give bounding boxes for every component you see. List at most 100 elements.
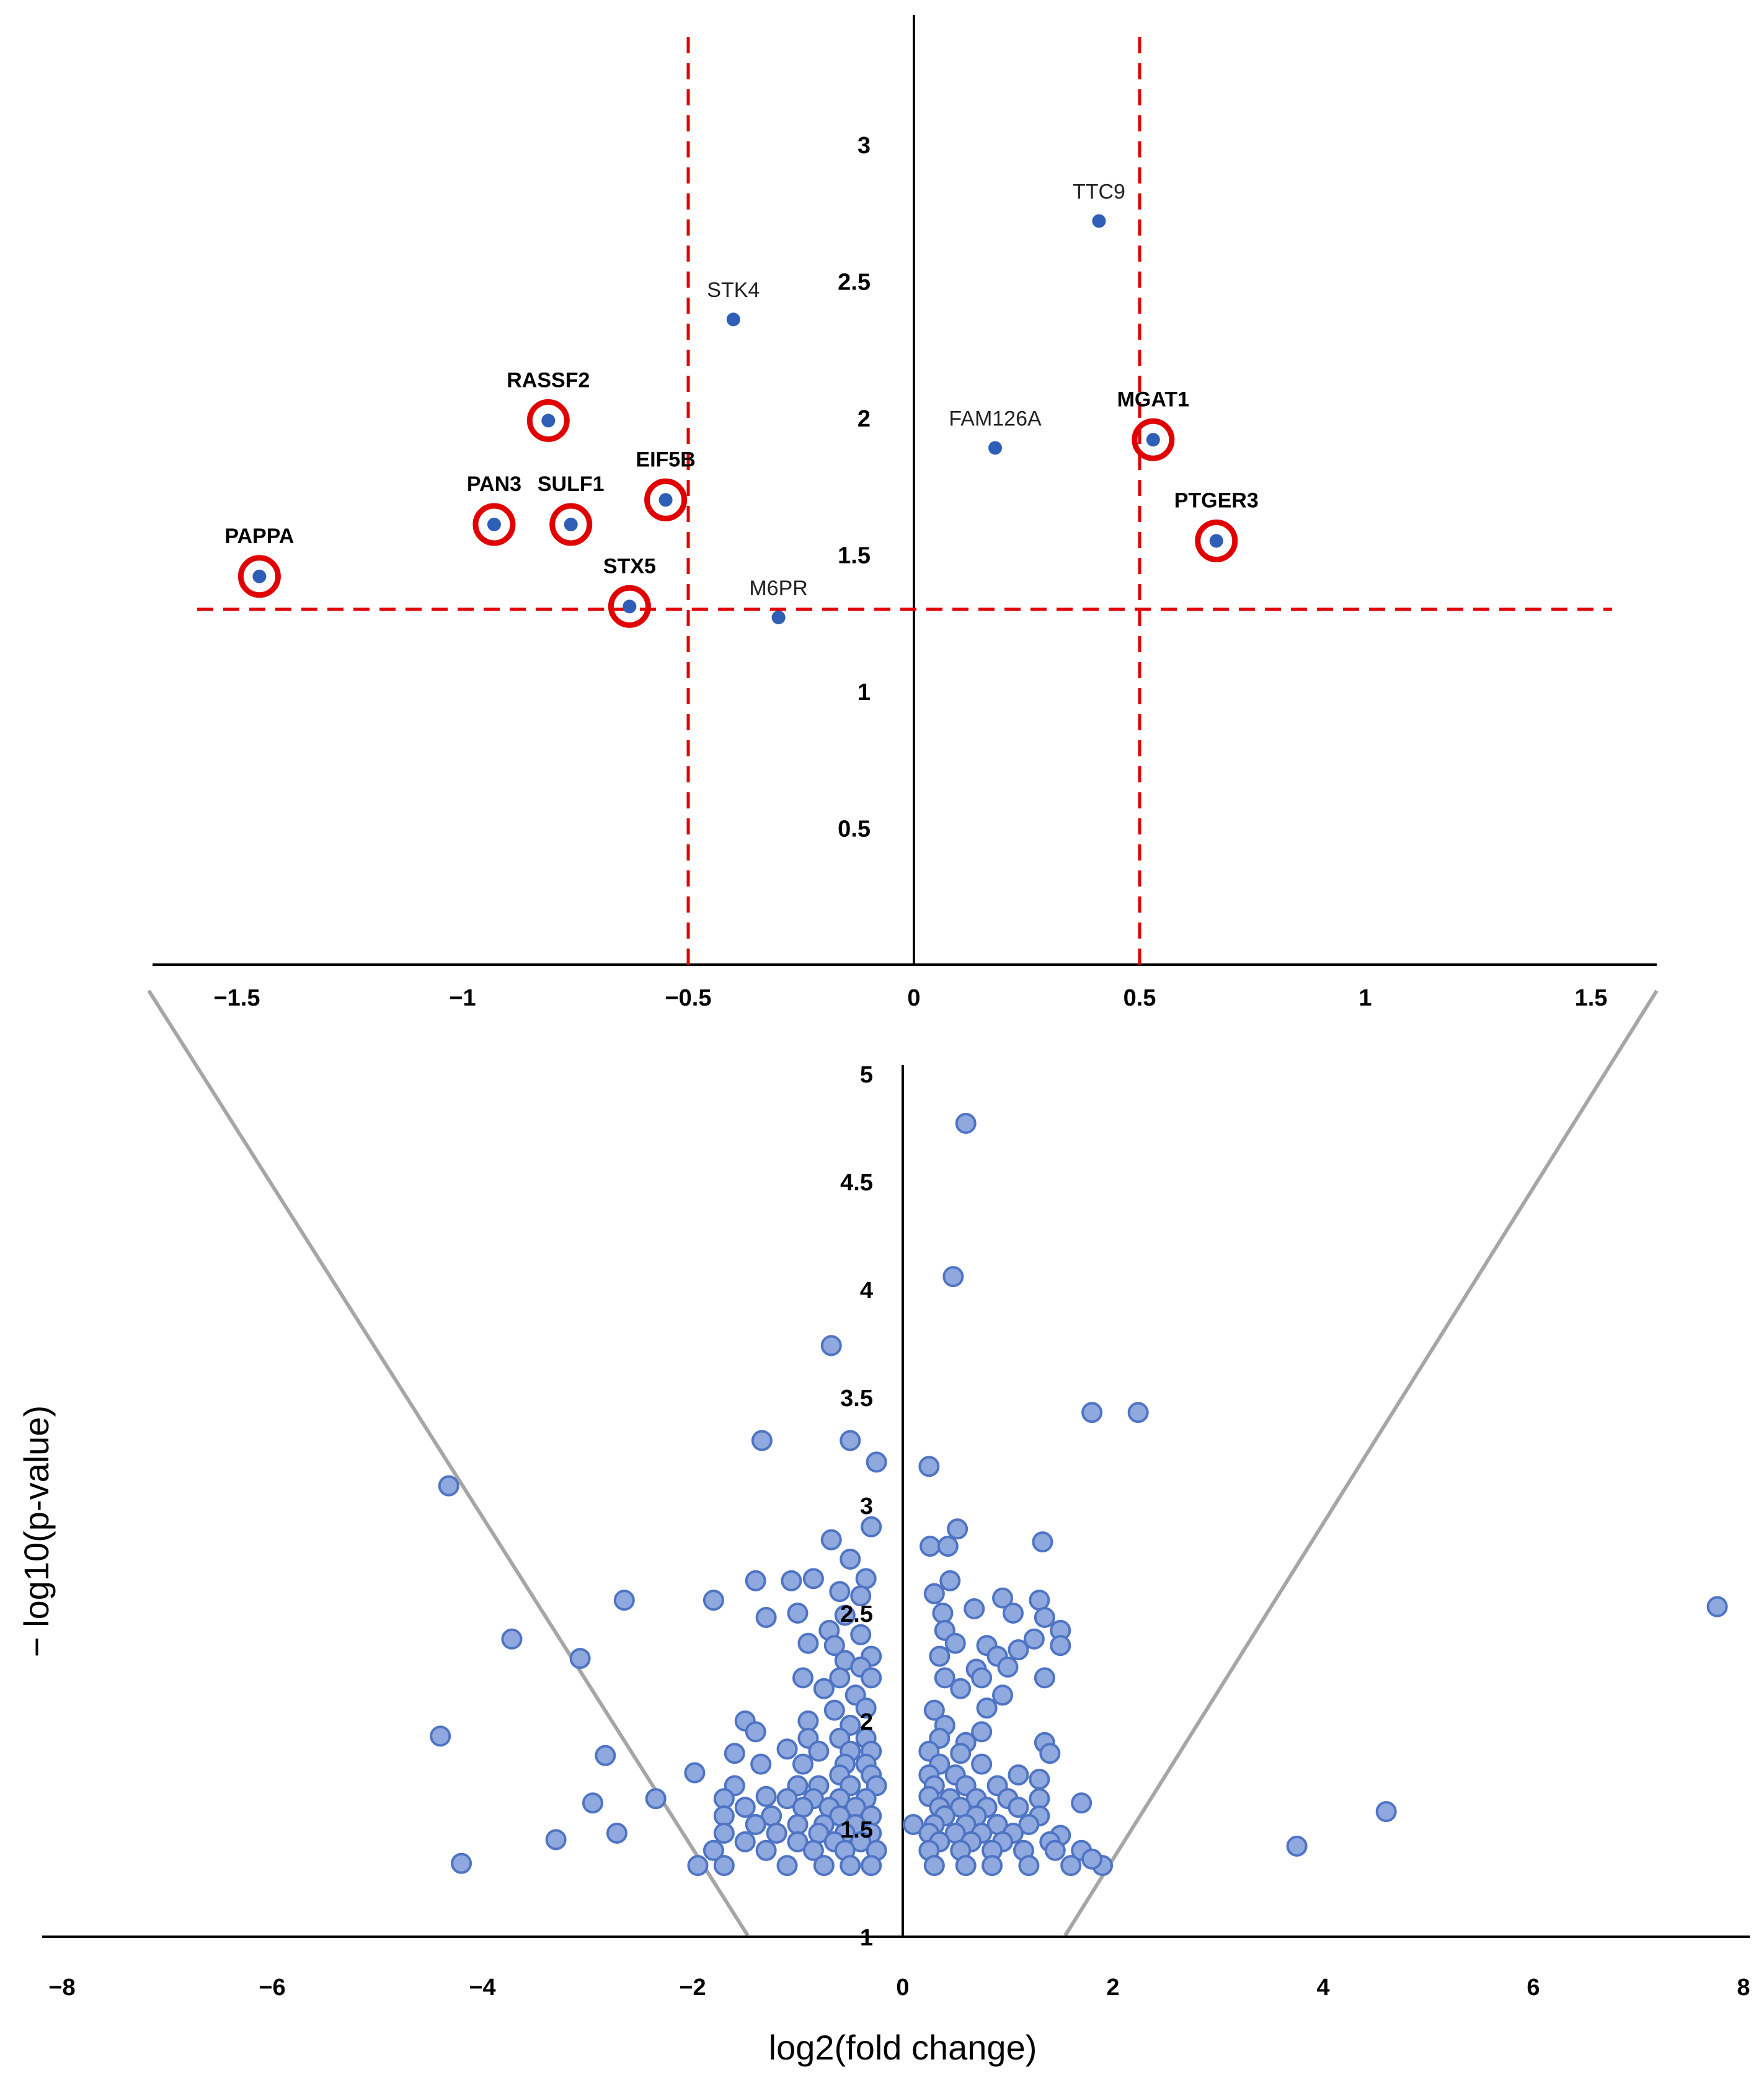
volcano-y-tick-label: 5	[860, 1062, 873, 1088]
inset-x-tick-labels: −1.5 −1 −0.5 0 0.5 1 1.5	[213, 985, 1607, 1011]
volcano-point	[787, 1831, 809, 1852]
data-point	[658, 493, 673, 507]
volcano-point	[829, 1581, 851, 1603]
volcano-point	[1127, 1402, 1149, 1423]
volcano-point	[613, 1590, 635, 1611]
volcano-point	[939, 1570, 961, 1591]
volcano-point	[855, 1697, 877, 1719]
inset-x-tick-label: 1	[1358, 985, 1372, 1011]
volcano-point	[734, 1797, 756, 1818]
volcano-point	[702, 1839, 724, 1861]
volcano-point	[687, 1855, 709, 1877]
volcano-y-tick-label: 4	[860, 1278, 873, 1304]
volcano-point	[955, 1113, 977, 1135]
gene-point-pappa: PAPPA	[224, 524, 294, 598]
gene-label: SULF1	[538, 472, 605, 496]
gene-label: RASSF2	[507, 368, 590, 392]
volcano-point	[840, 1549, 861, 1570]
volcano-point	[1081, 1402, 1103, 1423]
volcano-point	[1018, 1855, 1040, 1877]
highlight-ring	[644, 478, 688, 521]
full-volcano-plot: 5 4.5 4 3.5 3 2.5 2 1.5 1 −8 −6 −4 −2 0 2 4 6 8 log2(fol…	[17, 1062, 1750, 2067]
inset-y-tick-label: 2.5	[838, 270, 871, 296]
volcano-point	[776, 1738, 798, 1760]
x-axis-title: log2(fold change)	[769, 2028, 1037, 2067]
gene-label: STK4	[707, 278, 760, 302]
inset-y-tick-labels: 3 2.5 2 1.5 1 0.5	[838, 133, 871, 843]
volcano-point	[438, 1475, 459, 1497]
volcano-y-tick-label: 1.5	[840, 1817, 873, 1843]
volcano-point	[971, 1753, 993, 1775]
inset-x-tick-label: −1.5	[213, 985, 260, 1011]
volcano-x-tick-label: 2	[1106, 1975, 1119, 2001]
gene-label: M6PR	[749, 577, 807, 600]
highlight-ring	[237, 555, 281, 598]
volcano-point	[1032, 1531, 1053, 1553]
volcano-point	[797, 1710, 819, 1732]
volcano-point	[1039, 1743, 1061, 1764]
volcano-y-tick-label: 1	[860, 1925, 873, 1951]
gene-label: PAPPA	[224, 524, 294, 548]
zoom-connector-right	[1063, 989, 1659, 1937]
data-point	[487, 517, 501, 531]
volcano-point	[595, 1745, 616, 1766]
volcano-point	[1034, 1667, 1055, 1689]
gene-point-eif5b: EIF5B	[636, 448, 696, 521]
volcano-point	[813, 1855, 835, 1877]
volcano-point	[745, 1570, 766, 1591]
volcano-data-points	[430, 1113, 1728, 1877]
volcano-point	[606, 1822, 627, 1844]
volcano-point	[792, 1753, 813, 1775]
zoomed-inset-plot: 3 2.5 2 1.5 1 0.5 −1.5 −1 −0.5 0 0.5 1 1.5 TTC9 STK4…	[153, 15, 1657, 1011]
volcano-point	[982, 1855, 1003, 1877]
volcano-point	[850, 1831, 872, 1852]
volcano-y-tick-label: 2.5	[840, 1601, 873, 1627]
volcano-point	[1018, 1814, 1040, 1836]
volcano-point	[840, 1430, 861, 1451]
inset-y-tick-label: 3	[858, 133, 871, 159]
volcano-point	[1071, 1792, 1093, 1814]
volcano-point	[1286, 1835, 1308, 1857]
volcano-point	[1008, 1764, 1029, 1785]
inset-x-tick-label: −0.5	[665, 985, 711, 1011]
highlight-ring	[1132, 418, 1175, 461]
volcano-point	[684, 1762, 706, 1784]
volcano-point	[992, 1587, 1014, 1609]
inset-y-tick-label: 0.5	[838, 816, 871, 843]
volcano-point	[750, 1753, 772, 1775]
volcano-point	[955, 1855, 977, 1877]
volcano-point	[971, 1721, 993, 1743]
volcano-point	[823, 1635, 845, 1657]
volcano-x-tick-label: 6	[1527, 1975, 1540, 2001]
gene-point-rassf2: RASSF2	[507, 368, 590, 442]
volcano-point	[802, 1839, 824, 1861]
volcano-point	[1029, 1590, 1050, 1611]
volcano-y-tick-labels: 5 4.5 4 3.5 3 2.5 2 1.5 1	[840, 1062, 873, 1951]
volcano-point	[840, 1855, 861, 1877]
data-point	[771, 610, 786, 624]
gene-point-pan3: PAN3	[467, 472, 521, 546]
gene-label: EIF5B	[636, 448, 695, 471]
gene-point-fam126a: FAM126A	[949, 407, 1042, 455]
volcano-point	[866, 1451, 887, 1473]
volcano-point	[1044, 1839, 1066, 1861]
volcano-point	[1081, 1848, 1103, 1870]
inset-x-tick-label: 1.5	[1575, 985, 1608, 1011]
volcano-point	[1029, 1788, 1050, 1810]
volcano-point	[971, 1667, 993, 1689]
volcano-point	[1060, 1855, 1082, 1877]
volcano-point	[937, 1536, 959, 1557]
volcano-point	[755, 1785, 777, 1807]
data-point	[988, 441, 1003, 455]
gene-label: PAN3	[467, 472, 521, 496]
volcano-point	[755, 1839, 777, 1861]
volcano-point	[929, 1645, 951, 1667]
volcano-y-tick-label: 2	[860, 1709, 873, 1735]
data-point	[1146, 433, 1160, 447]
volcano-point	[1008, 1639, 1029, 1661]
gene-point-m6pr: M6PR	[749, 577, 808, 624]
volcano-y-tick-label: 3	[860, 1493, 873, 1520]
volcano-point	[645, 1788, 667, 1810]
volcano-point	[992, 1684, 1014, 1706]
